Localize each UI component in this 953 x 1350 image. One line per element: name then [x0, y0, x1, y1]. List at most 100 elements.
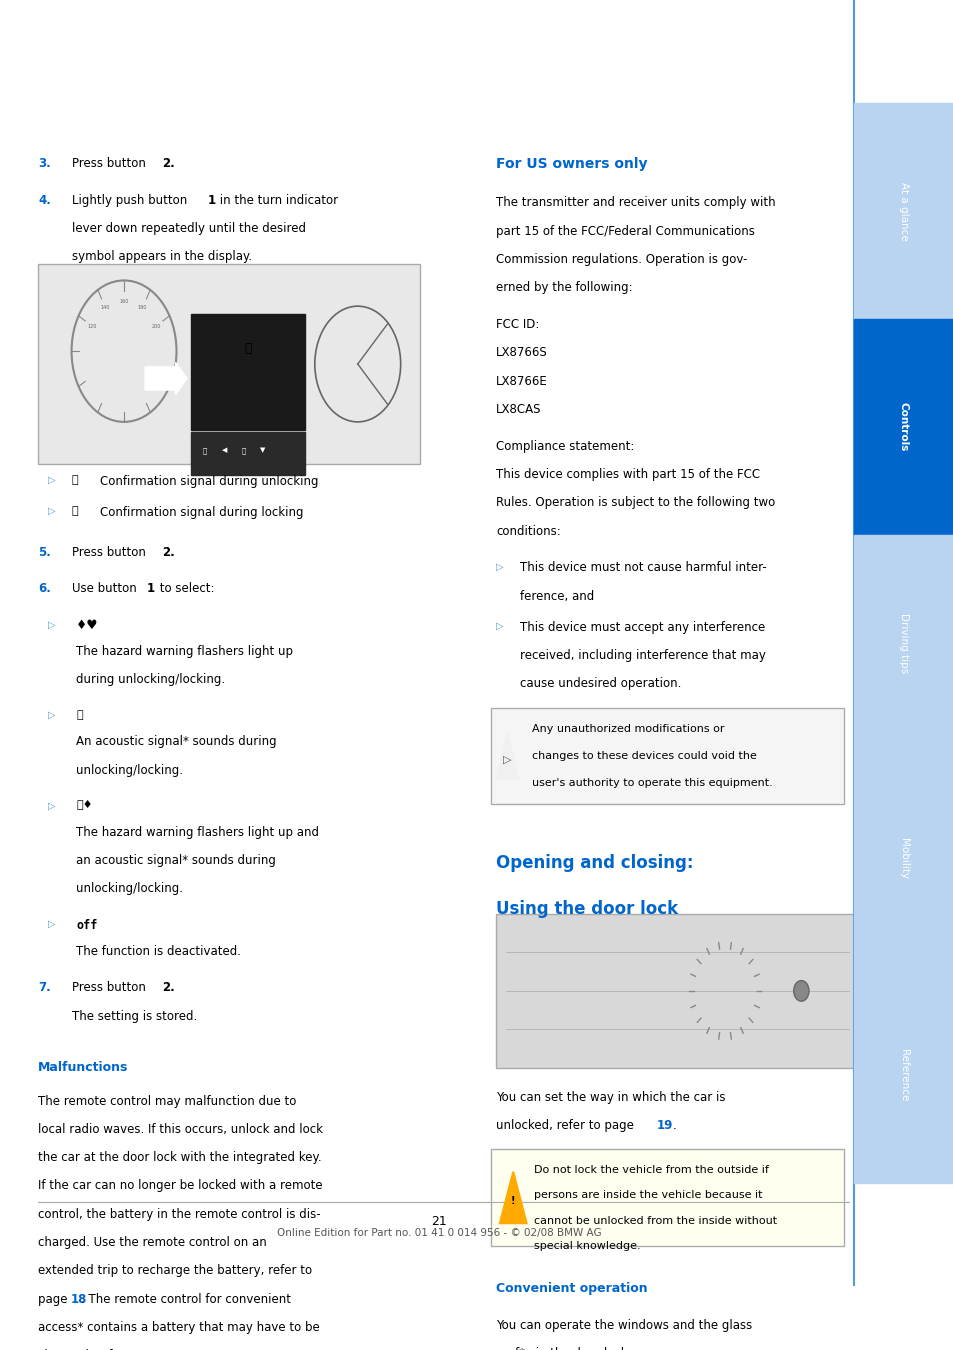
Text: Press button: Press button [71, 545, 149, 559]
Text: ▷: ▷ [48, 919, 55, 929]
Text: 3.: 3. [38, 157, 51, 170]
Bar [853, 103, 953, 319]
Text: local radio waves. If this occurs, unlock and lock: local radio waves. If this occurs, unloc… [38, 1123, 323, 1135]
Text: to select:: to select: [155, 582, 213, 595]
Text: control, the battery in the remote control is dis-: control, the battery in the remote contr… [38, 1208, 320, 1220]
Text: ◀: ◀ [221, 447, 227, 454]
Text: Confirmation signal during locking: Confirmation signal during locking [100, 506, 303, 520]
Text: Mobility: Mobility [898, 838, 908, 879]
Text: 2.: 2. [162, 157, 174, 170]
Text: user's authority to operate this equipment.: user's authority to operate this equipme… [532, 778, 772, 788]
Text: 21: 21 [431, 1215, 446, 1228]
Text: 2.: 2. [162, 545, 174, 559]
Text: LX8CAS: LX8CAS [496, 404, 541, 416]
Text: 🔊: 🔊 [241, 447, 245, 454]
Text: Malfunctions: Malfunctions [38, 1061, 129, 1073]
Text: ▷: ▷ [48, 710, 55, 720]
Text: You can set the way in which the car is: You can set the way in which the car is [496, 1091, 725, 1104]
Text: ▷: ▷ [48, 475, 55, 485]
Text: roof* via the door lock.: roof* via the door lock. [496, 1347, 631, 1350]
Text: 2.: 2. [162, 981, 174, 995]
Text: . The remote control for convenient: . The remote control for convenient [81, 1292, 291, 1305]
Bar [191, 432, 305, 475]
Text: At a glance: At a glance [898, 181, 908, 240]
Text: unlocked, refer to page: unlocked, refer to page [496, 1119, 637, 1131]
Text: You can operate the windows and the glass: You can operate the windows and the glas… [496, 1319, 752, 1331]
Text: 🔑: 🔑 [244, 343, 252, 355]
FancyBboxPatch shape [491, 707, 843, 805]
Text: 🔊♦: 🔊♦ [76, 801, 92, 810]
Text: Using the door lock: Using the door lock [496, 899, 678, 918]
Text: 🔒: 🔒 [71, 506, 78, 516]
Text: An acoustic signal* sounds during: An acoustic signal* sounds during [76, 736, 276, 748]
Circle shape [793, 980, 808, 1002]
Text: The function is deactivated.: The function is deactivated. [76, 945, 241, 957]
Text: 🔒: 🔒 [203, 447, 207, 454]
Text: The hazard warning flashers light up and: The hazard warning flashers light up and [76, 826, 319, 838]
Text: 7.: 7. [38, 981, 51, 995]
Text: 5.: 5. [38, 545, 51, 559]
Polygon shape [496, 733, 518, 779]
Text: an acoustic signal* sounds during: an acoustic signal* sounds during [76, 855, 276, 867]
Text: ▷: ▷ [496, 562, 503, 571]
Text: The remote control may malfunction due to: The remote control may malfunction due t… [38, 1095, 296, 1107]
Text: ▷: ▷ [503, 755, 511, 765]
Text: This device must accept any interference: This device must accept any interference [519, 621, 764, 633]
Text: ference, and: ference, and [519, 590, 594, 602]
Text: .: . [672, 1119, 676, 1131]
Text: Online Edition for Part no. 01 41 0 014 956 - © 02/08 BMW AG: Online Edition for Part no. 01 41 0 014 … [276, 1228, 600, 1238]
Text: !: ! [511, 1196, 515, 1207]
FancyBboxPatch shape [38, 265, 419, 463]
Text: Press button: Press button [71, 157, 149, 170]
FancyBboxPatch shape [496, 914, 858, 1068]
FancyArrow shape [145, 362, 187, 394]
Text: 140: 140 [101, 305, 110, 310]
Text: FCC ID:: FCC ID: [496, 319, 538, 331]
Text: 1: 1 [147, 582, 155, 595]
Text: LX8766S: LX8766S [496, 347, 547, 359]
Text: 🔓: 🔓 [71, 475, 78, 485]
Text: ▷: ▷ [48, 801, 55, 810]
Bar [191, 315, 305, 429]
Text: ▷: ▷ [496, 621, 503, 630]
Text: Compliance statement:: Compliance statement: [496, 440, 634, 452]
Text: the car at the door lock with the integrated key.: the car at the door lock with the integr… [38, 1152, 321, 1164]
Text: ▷: ▷ [48, 620, 55, 629]
Bar [853, 535, 953, 751]
Text: lever down repeatedly until the desired: lever down repeatedly until the desired [71, 221, 305, 235]
Text: 4.: 4. [38, 193, 51, 207]
Bar [853, 967, 953, 1183]
Text: extended trip to recharge the battery, refer to: extended trip to recharge the battery, r… [38, 1264, 312, 1277]
Text: cannot be unlocked from the inside without: cannot be unlocked from the inside witho… [534, 1215, 777, 1226]
Text: unlocking/locking.: unlocking/locking. [76, 883, 183, 895]
Text: off: off [76, 919, 97, 931]
Text: Lightly push button: Lightly push button [71, 193, 191, 207]
Bar [853, 319, 953, 535]
Text: 1: 1 [208, 193, 216, 207]
Text: Convenient operation: Convenient operation [496, 1281, 647, 1295]
Text: This device complies with part 15 of the FCC: This device complies with part 15 of the… [496, 468, 760, 481]
Text: received, including interference that may: received, including interference that ma… [519, 649, 765, 662]
Text: Driving tips: Driving tips [898, 613, 908, 674]
Text: symbol appears in the display.: symbol appears in the display. [71, 250, 252, 263]
Text: Any unauthorized modifications or: Any unauthorized modifications or [532, 725, 724, 734]
Text: Commission regulations. Operation is gov-: Commission regulations. Operation is gov… [496, 252, 746, 266]
Text: during unlocking/locking.: during unlocking/locking. [76, 674, 225, 686]
Text: special knowledge.: special knowledge. [534, 1241, 640, 1251]
Text: ▷: ▷ [48, 506, 55, 516]
Text: 200: 200 [152, 324, 161, 328]
Text: 🔊: 🔊 [76, 710, 83, 720]
Text: Press button: Press button [71, 981, 149, 995]
Text: conditions:: conditions: [496, 525, 560, 537]
Text: charged. Use the remote control on an: charged. Use the remote control on an [38, 1237, 267, 1249]
Text: Reference: Reference [898, 1049, 908, 1102]
Text: 18: 18 [71, 1292, 87, 1305]
Text: Use button: Use button [71, 582, 140, 595]
Text: 19: 19 [656, 1119, 672, 1131]
Text: part 15 of the FCC/Federal Communications: part 15 of the FCC/Federal Communication… [496, 224, 754, 238]
Text: Opening and closing:: Opening and closing: [496, 855, 693, 872]
Text: changes to these devices could void the: changes to these devices could void the [532, 752, 757, 761]
Text: cause undesired operation.: cause undesired operation. [519, 678, 680, 690]
Text: persons are inside the vehicle because it: persons are inside the vehicle because i… [534, 1191, 762, 1200]
Text: erned by the following:: erned by the following: [496, 281, 632, 294]
